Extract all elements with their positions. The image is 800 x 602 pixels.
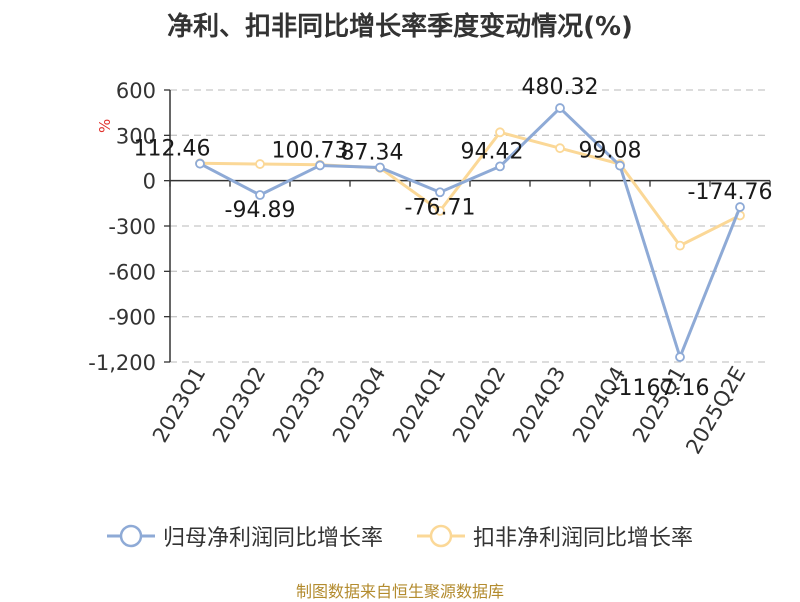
data-label: -174.76 [688, 180, 773, 205]
legend-label: 归母净利润同比增长率 [162, 526, 383, 551]
x-tick-label: 2023Q2 [208, 363, 270, 447]
data-point [195, 158, 205, 169]
legend-label: 扣非净利润同比增长率 [473, 526, 694, 551]
data-label: -94.89 [225, 198, 296, 223]
data-point [255, 190, 265, 200]
y-tick-label: 300 [116, 124, 156, 148]
data-label: -76.71 [405, 195, 476, 220]
data-label: -1167.16 [611, 376, 710, 401]
x-tick-label: 2023Q1 [148, 363, 210, 447]
data-label: 94.42 [461, 139, 524, 164]
data-point [435, 187, 445, 198]
data-point [615, 160, 625, 171]
chart-title: 净利、扣非同比增长率季度变动情况(%) [167, 12, 633, 42]
data-label: 99.08 [579, 139, 642, 164]
y-axis-label: % [96, 119, 114, 133]
x-tick-label: 2024Q2 [448, 363, 510, 447]
legend: 归母净利润同比增长率 扣非净利润同比增长率 [0, 520, 800, 552]
data-point [495, 127, 505, 138]
y-tick-label: -300 [108, 215, 156, 239]
legend-item: 归母净利润同比增长率 [106, 520, 383, 552]
series-line [199, 130, 741, 248]
y-tick-label: 600 [116, 79, 156, 103]
y-tick-label: 0 [143, 170, 156, 194]
data-point [255, 159, 265, 169]
data-label: 480.32 [522, 75, 599, 100]
data-point [735, 202, 745, 212]
legend-marker [417, 524, 465, 548]
y-tick-label: -600 [108, 260, 156, 284]
grid-lines [170, 89, 770, 363]
x-tick-label: 2024Q3 [508, 363, 570, 447]
data-point [555, 143, 565, 154]
y-tick-label: -1,200 [88, 351, 156, 375]
data-label: 87.34 [341, 140, 404, 165]
legend-marker [106, 524, 155, 548]
data-point [675, 352, 685, 362]
data-point [675, 240, 685, 251]
y-tick-label: -900 [108, 306, 156, 330]
data-point [375, 162, 385, 173]
legend-item: 扣非净利润同比增长率 [417, 520, 693, 552]
data-point [315, 160, 325, 171]
x-tick-label: 2024Q1 [388, 363, 450, 447]
series-line [199, 106, 742, 359]
data-label: 112.46 [134, 137, 211, 162]
source-note: 制图数据来自恒生聚源数据库 [295, 582, 504, 601]
data-point [555, 103, 565, 113]
x-tick-label: 2023Q3 [268, 363, 330, 447]
data-label: 100.73 [272, 138, 349, 163]
series-lines [195, 103, 745, 362]
data-point [435, 205, 445, 216]
x-tick-label: 2023Q4 [328, 363, 390, 447]
data-point [495, 161, 505, 172]
